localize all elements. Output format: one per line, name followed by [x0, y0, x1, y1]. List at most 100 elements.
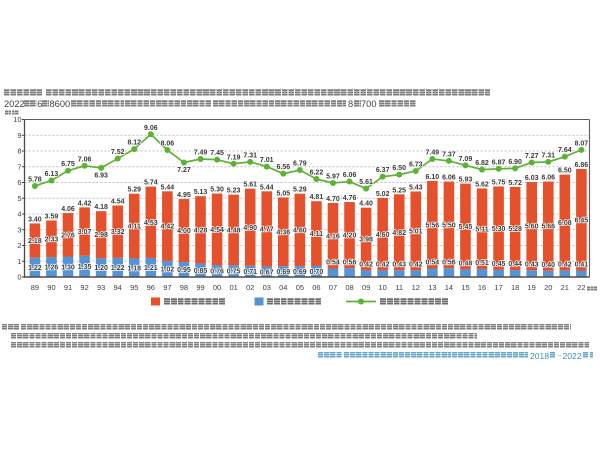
svg-text:10: 10	[378, 283, 386, 292]
svg-text:5.78: 5.78	[28, 176, 42, 183]
svg-text:5.02: 5.02	[376, 191, 390, 198]
svg-text:95: 95	[130, 283, 138, 292]
svg-text:1.21: 1.21	[144, 265, 158, 272]
svg-text:5.74: 5.74	[144, 180, 158, 187]
svg-text:93: 93	[97, 283, 105, 292]
svg-text:01: 01	[229, 283, 237, 292]
svg-text:0.54: 0.54	[326, 260, 340, 267]
svg-text:7.06: 7.06	[78, 156, 92, 163]
svg-text:5.61: 5.61	[243, 182, 257, 189]
svg-text:7.49: 7.49	[426, 150, 440, 157]
svg-text:6.82: 6.82	[475, 160, 489, 167]
svg-text:6.13: 6.13	[45, 171, 59, 178]
svg-text:0.42: 0.42	[376, 261, 390, 268]
svg-text:5.75: 5.75	[492, 179, 506, 186]
svg-text:5.43: 5.43	[409, 184, 423, 191]
svg-text:5: 5	[17, 194, 21, 203]
svg-text:6.22: 6.22	[310, 170, 324, 177]
svg-text:0.76: 0.76	[210, 269, 224, 276]
svg-text:4.54: 4.54	[210, 227, 224, 234]
svg-text:1: 1	[17, 257, 21, 266]
svg-text:5.62: 5.62	[475, 181, 489, 188]
svg-text:6.75: 6.75	[61, 161, 75, 168]
svg-text:0.51: 0.51	[475, 260, 489, 267]
svg-text:4.40: 4.40	[359, 201, 373, 208]
svg-text:8: 8	[17, 147, 21, 156]
svg-text:0.75: 0.75	[227, 269, 241, 276]
svg-text:96: 96	[147, 283, 155, 292]
svg-text:0.40: 0.40	[541, 262, 555, 269]
svg-text:19: 19	[528, 283, 536, 292]
svg-text:10: 10	[13, 115, 21, 124]
svg-text:5.45: 5.45	[459, 224, 473, 231]
svg-text:0.54: 0.54	[426, 260, 440, 267]
svg-text:5.56: 5.56	[426, 222, 440, 229]
svg-text:6.79: 6.79	[293, 161, 307, 168]
svg-text:13: 13	[428, 283, 436, 292]
svg-text:4.81: 4.81	[310, 194, 324, 201]
svg-text:7.09: 7.09	[459, 156, 473, 163]
svg-text:5.50: 5.50	[442, 222, 456, 229]
svg-text:14: 14	[445, 283, 453, 292]
svg-text:1.22: 1.22	[28, 265, 42, 272]
svg-text:5.30: 5.30	[210, 187, 224, 194]
svg-text:0.71: 0.71	[243, 269, 257, 276]
svg-text:7.01: 7.01	[260, 157, 274, 164]
svg-text:0.70: 0.70	[310, 269, 324, 276]
svg-text:5.44: 5.44	[260, 184, 274, 191]
svg-text:4.60: 4.60	[376, 232, 390, 239]
svg-text:6.86: 6.86	[575, 162, 589, 169]
svg-text:2.98: 2.98	[94, 232, 108, 239]
svg-text:06: 06	[312, 283, 320, 292]
svg-text:0.42: 0.42	[409, 261, 423, 268]
svg-text:4.76: 4.76	[343, 195, 357, 202]
svg-text:0.45: 0.45	[492, 261, 506, 268]
svg-text:4.36: 4.36	[276, 229, 290, 236]
svg-text:6.06: 6.06	[343, 172, 357, 179]
svg-text:4.54: 4.54	[111, 199, 125, 206]
svg-text:5.72: 5.72	[508, 180, 522, 187]
svg-text:3: 3	[17, 225, 21, 234]
svg-text:1.20: 1.20	[94, 265, 108, 272]
svg-text:0.69: 0.69	[293, 269, 307, 276]
svg-text:1.35: 1.35	[78, 264, 92, 271]
svg-text:7.19: 7.19	[227, 154, 241, 161]
svg-text:4.06: 4.06	[61, 206, 75, 213]
svg-text:7.64: 7.64	[558, 147, 572, 154]
svg-text:4.60: 4.60	[293, 228, 307, 235]
svg-text:7.37: 7.37	[442, 151, 456, 158]
svg-text:6.06: 6.06	[541, 175, 555, 182]
svg-text:2.18: 2.18	[28, 238, 42, 245]
svg-text:6.73: 6.73	[409, 162, 423, 169]
svg-text:99: 99	[196, 283, 204, 292]
svg-text:4.28: 4.28	[194, 228, 208, 235]
svg-text:4.42: 4.42	[161, 224, 175, 231]
svg-text:07: 07	[329, 283, 337, 292]
svg-text:4.95: 4.95	[177, 192, 191, 199]
svg-text:5.97: 5.97	[326, 173, 340, 180]
svg-text:8.06: 8.06	[161, 141, 175, 148]
svg-text:04: 04	[279, 283, 287, 292]
svg-text:09: 09	[362, 283, 370, 292]
svg-text:4: 4	[17, 210, 21, 219]
svg-text:0.69: 0.69	[276, 269, 290, 276]
svg-text:6.03: 6.03	[525, 175, 539, 182]
svg-text:03: 03	[263, 283, 271, 292]
svg-text:4.70: 4.70	[326, 196, 340, 203]
svg-text:3.59: 3.59	[45, 213, 59, 220]
svg-text:4.18: 4.18	[94, 204, 108, 211]
svg-text:3.32: 3.32	[111, 229, 125, 236]
svg-text:12: 12	[412, 283, 420, 292]
svg-text:6.90: 6.90	[508, 159, 522, 166]
svg-text:7.31: 7.31	[243, 152, 257, 159]
svg-text:4.77: 4.77	[260, 226, 274, 233]
svg-text:18: 18	[511, 283, 519, 292]
svg-text:5.25: 5.25	[392, 187, 406, 194]
svg-text:3.98: 3.98	[359, 237, 373, 244]
svg-text:1.02: 1.02	[161, 267, 175, 274]
svg-text:00: 00	[213, 283, 221, 292]
svg-text:92: 92	[80, 283, 88, 292]
svg-text:0.95: 0.95	[177, 267, 191, 274]
svg-text:5.30: 5.30	[492, 226, 506, 233]
svg-text:2.33: 2.33	[45, 236, 59, 243]
